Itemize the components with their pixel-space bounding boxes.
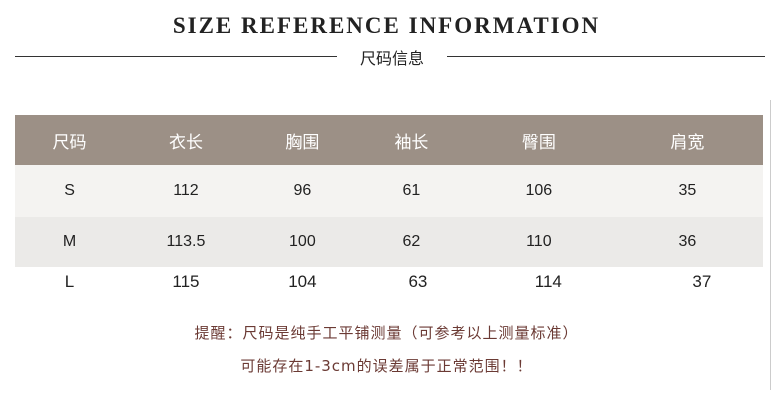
- column-header: 衣长: [124, 115, 248, 165]
- table-header: 尺码 衣长 胸围 袖长 臀围 肩宽: [15, 115, 763, 165]
- table-cell: 62: [356, 217, 466, 267]
- page-title: SIZE REFERENCE INFORMATION: [172, 13, 601, 38]
- table-cell: 114: [465, 267, 612, 297]
- subtitle: 尺码信息: [359, 49, 424, 68]
- table-cell: 63: [356, 267, 466, 297]
- edge-line: [770, 100, 771, 390]
- table-cell: M: [15, 217, 125, 267]
- table-cell: 113.5: [124, 217, 248, 267]
- column-header: 尺码: [15, 115, 125, 165]
- table-cell: S: [15, 165, 125, 217]
- divider: [447, 56, 765, 57]
- column-header: 臀围: [465, 115, 612, 165]
- table-cell: 37: [611, 267, 763, 297]
- tolerance-note: 可能存在1-3cm的误差属于正常范围！！: [240, 357, 533, 375]
- subtitle-row: 尺码信息: [15, 45, 765, 69]
- table-cell: 36: [611, 217, 763, 267]
- column-header: 肩宽: [611, 115, 763, 165]
- column-header: 胸围: [247, 115, 357, 165]
- table-cell: L: [15, 267, 125, 297]
- divider: [15, 56, 337, 57]
- table-row: L 115 104 63 114 37: [15, 267, 763, 297]
- table-cell: 61: [356, 165, 466, 217]
- table-cell: 106: [465, 165, 612, 217]
- table-cell: 115: [124, 267, 248, 297]
- table-cell: 104: [247, 267, 357, 297]
- table-cell: 100: [247, 217, 357, 267]
- table-cell: 96: [247, 165, 357, 217]
- table-row: S 112 96 61 106 35: [15, 165, 763, 217]
- table-cell: 35: [611, 165, 763, 217]
- table-cell: 112: [124, 165, 248, 217]
- size-table: 尺码 衣长 胸围 袖长 臀围 肩宽 S 112 96 61 106 35 M 1…: [15, 115, 763, 297]
- table-cell: 110: [465, 217, 612, 267]
- measurement-note: 提醒：尺码是纯手工平铺测量（可参考以上测量标准）: [194, 324, 579, 342]
- table-row: M 113.5 100 62 110 36: [15, 217, 763, 267]
- column-header: 袖长: [356, 115, 466, 165]
